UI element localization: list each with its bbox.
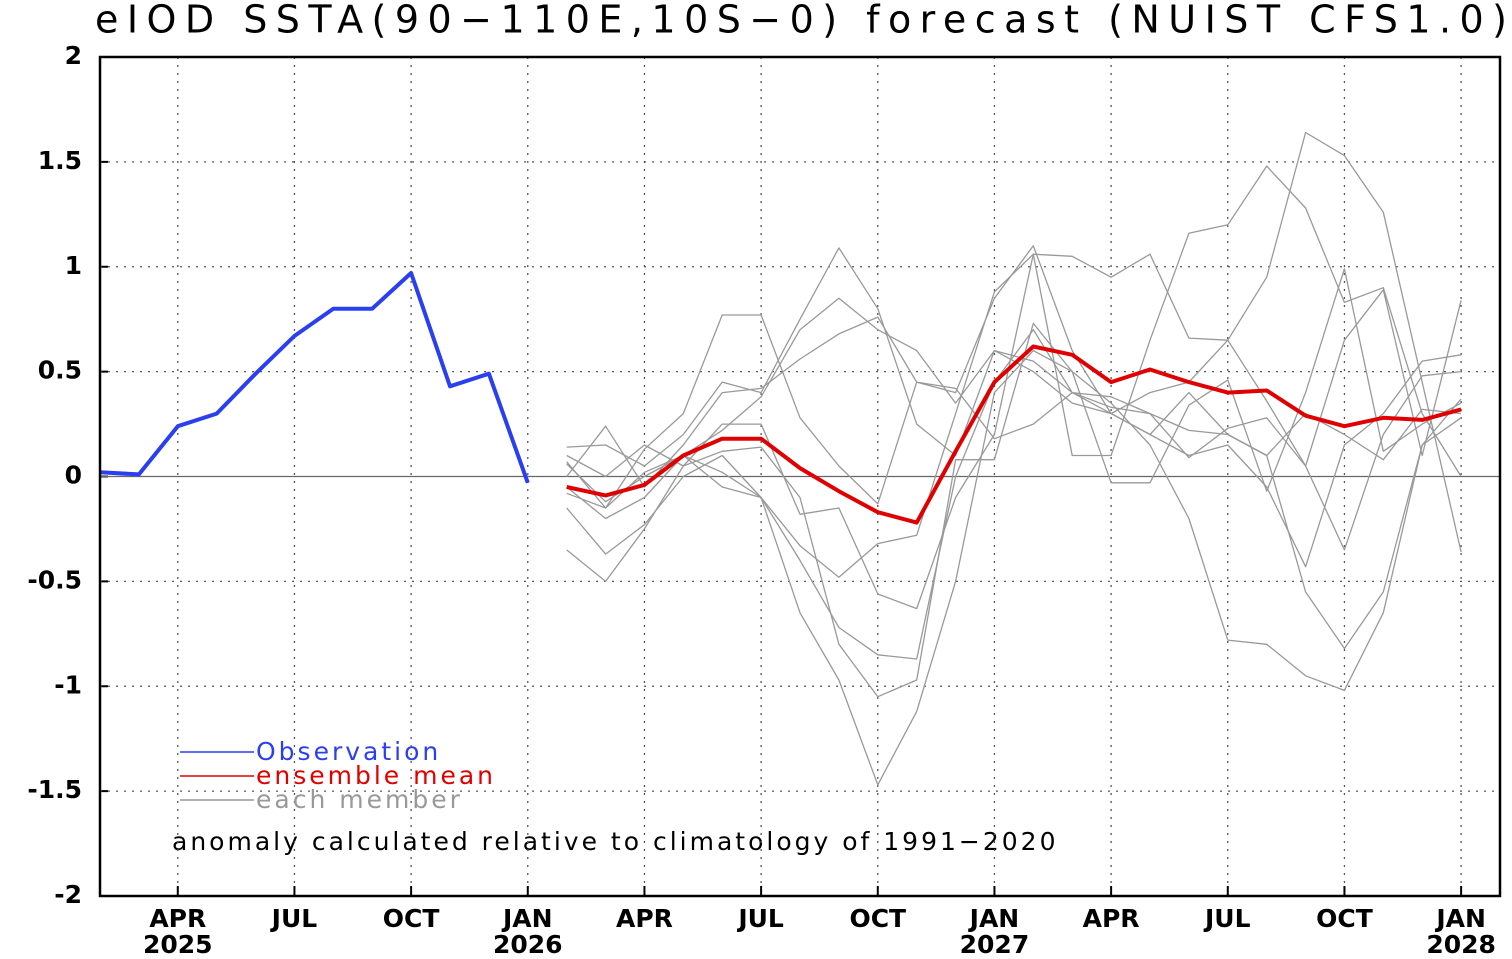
y-tick-label: -1.5: [27, 775, 82, 804]
x-tick-year: 2025: [143, 930, 213, 959]
y-tick-label: 1: [65, 251, 82, 280]
x-tick-label: JAN: [968, 904, 1020, 933]
member-line: [566, 289, 1462, 488]
legend-label: Observation: [256, 737, 441, 766]
x-tick-label: OCT: [1316, 904, 1373, 933]
y-tick-label: 0.5: [38, 356, 82, 385]
x-tick-label: JUL: [1203, 904, 1251, 933]
x-tick-label: JUL: [270, 904, 318, 933]
x-tick-label: JAN: [1434, 904, 1486, 933]
y-tick-label: 0: [65, 461, 82, 490]
x-tick-year: 2026: [493, 930, 563, 959]
member-line: [566, 131, 1462, 553]
y-tick-label: -2: [54, 880, 82, 909]
member-line: [566, 247, 1462, 568]
legend-label: each member: [256, 785, 463, 814]
x-tick-label: APR: [149, 904, 206, 933]
member-line: [566, 329, 1462, 660]
x-tick-label: JAN: [501, 904, 553, 933]
x-tick-label: APR: [1083, 904, 1140, 933]
series-line: [566, 344, 1462, 525]
x-tick-label: OCT: [383, 904, 440, 933]
x-tick-year: 2028: [1426, 930, 1496, 959]
x-tick-label: APR: [616, 904, 673, 933]
y-tick-label: -1: [54, 670, 82, 699]
x-tick-year: 2027: [960, 930, 1030, 959]
member-line: [566, 165, 1462, 578]
x-tick-label: JUL: [736, 904, 784, 933]
member-line: [566, 268, 1462, 698]
y-tick-label: 1.5: [38, 146, 82, 175]
x-tick-label: OCT: [849, 904, 906, 933]
chart-title: eIOD SSTA(90−110E,10S−0) forecast (NUIST…: [95, 0, 1507, 42]
legend-label: ensemble mean: [256, 761, 496, 790]
y-tick-label: -0.5: [27, 565, 82, 594]
series-line: [99, 271, 530, 484]
annotation: anomaly calculated relative to climatolo…: [172, 827, 1058, 856]
member-line: [566, 297, 1462, 520]
plot-frame: [98, 55, 1502, 898]
y-tick-label: 2: [65, 41, 82, 70]
member-line: [566, 253, 1462, 610]
member-line: [566, 349, 1462, 786]
